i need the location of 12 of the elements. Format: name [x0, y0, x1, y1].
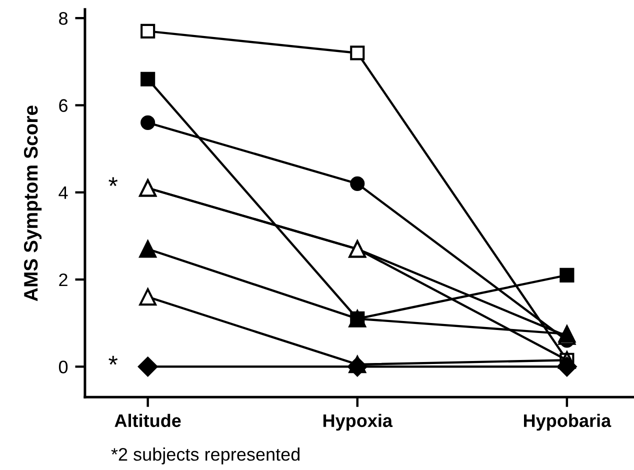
annotation: * [108, 356, 118, 365]
x-tick-label: Altitude [114, 414, 181, 428]
y-axis-title: AMS Symptom Score [24, 106, 42, 302]
y-tick-label: 2 [59, 273, 68, 286]
y-tick-label: 4 [58, 186, 68, 199]
x-tick-label: Hypoxia [323, 414, 393, 431]
text: *2 subjects represented [111, 448, 300, 464]
y-tick-label: 0 [58, 360, 68, 374]
y-tick-label: 6 [59, 99, 68, 112]
y-tick-label: 8 [59, 12, 68, 25]
x-tick-label: Hypobaria [524, 414, 612, 431]
annotation: * [108, 177, 118, 186]
